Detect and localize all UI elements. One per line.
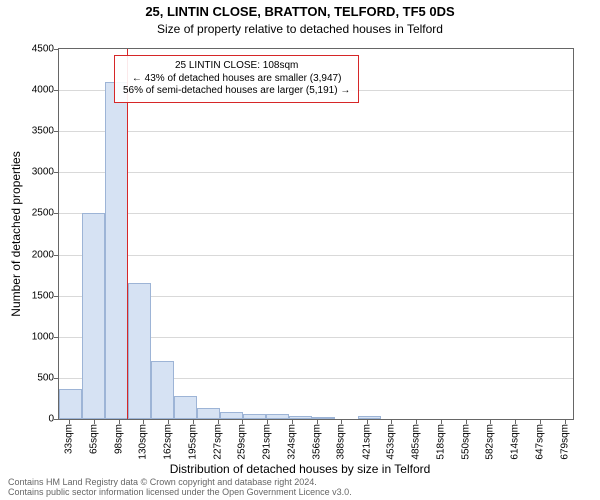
y-tick [54, 337, 58, 338]
histogram-bar [266, 414, 289, 419]
y-tick [54, 378, 58, 379]
grid-line [59, 172, 573, 173]
x-tick-label: 388sqm [336, 424, 347, 460]
y-tick-label: 1500 [14, 290, 54, 301]
x-tick-label: 259sqm [237, 424, 248, 460]
x-tick-label: 679sqm [559, 424, 570, 460]
y-tick-label: 3500 [14, 126, 54, 137]
y-tick [54, 296, 58, 297]
annotation-line: 56% of semi-detached houses are larger (… [123, 85, 350, 98]
x-tick-label: 614sqm [509, 424, 520, 460]
x-tick-label: 356sqm [311, 424, 322, 460]
histogram-bar [151, 361, 174, 419]
histogram-bar [105, 82, 128, 419]
histogram-bar [243, 414, 266, 419]
x-tick-label: 291sqm [261, 424, 272, 460]
y-tick-label: 500 [14, 372, 54, 383]
x-tick-label: 518sqm [436, 424, 447, 460]
annotation-line: ← 43% of detached houses are smaller (3,… [123, 73, 350, 86]
histogram-bar [82, 213, 105, 419]
histogram-bar [289, 416, 312, 419]
x-tick-label: 550sqm [460, 424, 471, 460]
x-tick-label: 647sqm [535, 424, 546, 460]
chart-title: 25, LINTIN CLOSE, BRATTON, TELFORD, TF5 … [0, 4, 600, 19]
y-tick [54, 213, 58, 214]
histogram-bar [128, 283, 151, 419]
grid-line [59, 213, 573, 214]
y-tick [54, 255, 58, 256]
histogram-bar [174, 396, 197, 419]
y-tick [54, 172, 58, 173]
y-tick-label: 4000 [14, 85, 54, 96]
histogram-bar [59, 389, 82, 419]
x-tick-label: 162sqm [162, 424, 173, 460]
y-tick-label: 4500 [14, 44, 54, 55]
annotation-line: 25 LINTIN CLOSE: 108sqm [123, 60, 350, 73]
histogram-bar [312, 417, 335, 419]
y-tick-label: 2500 [14, 208, 54, 219]
footer-line-2: Contains public sector information licen… [8, 488, 352, 498]
x-tick-label: 227sqm [212, 424, 223, 460]
x-tick-label: 485sqm [410, 424, 421, 460]
x-tick-label: 453sqm [386, 424, 397, 460]
histogram-bar [197, 408, 220, 419]
histogram-bar [220, 412, 243, 419]
y-tick [54, 131, 58, 132]
grid-line [59, 131, 573, 132]
x-tick-label: 582sqm [485, 424, 496, 460]
y-tick-label: 2000 [14, 249, 54, 260]
y-tick-label: 3000 [14, 167, 54, 178]
histogram-bar [358, 416, 381, 419]
chart-container: { "chart": { "type": "histogram", "title… [0, 0, 600, 500]
x-tick-label: 421sqm [361, 424, 372, 460]
x-tick-label: 130sqm [138, 424, 149, 460]
x-axis-label: Distribution of detached houses by size … [0, 462, 600, 476]
grid-line [59, 255, 573, 256]
x-tick-label: 65sqm [88, 424, 99, 454]
y-tick-label: 0 [14, 414, 54, 425]
y-tick-label: 1000 [14, 331, 54, 342]
y-tick [54, 49, 58, 50]
x-tick-label: 324sqm [287, 424, 298, 460]
y-tick [54, 90, 58, 91]
plot-area: 25 LINTIN CLOSE: 108sqm← 43% of detached… [58, 48, 574, 420]
x-tick-label: 195sqm [188, 424, 199, 460]
x-tick-label: 98sqm [113, 424, 124, 454]
footer-attribution: Contains HM Land Registry data © Crown c… [8, 478, 352, 498]
marker-line [127, 49, 128, 419]
y-tick [54, 419, 58, 420]
annotation-box: 25 LINTIN CLOSE: 108sqm← 43% of detached… [114, 55, 359, 103]
x-tick-label: 33sqm [63, 424, 74, 454]
chart-subtitle: Size of property relative to detached ho… [0, 22, 600, 36]
